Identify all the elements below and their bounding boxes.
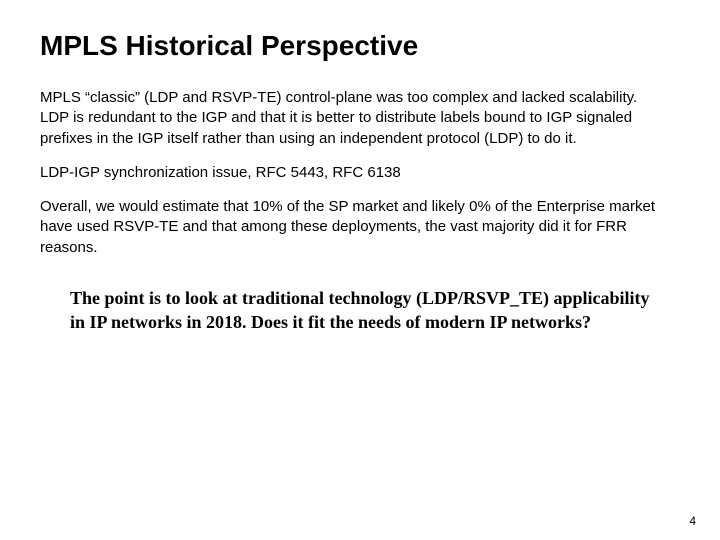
page-number: 4	[689, 514, 696, 528]
slide-container: MPLS Historical Perspective MPLS “classi…	[0, 0, 720, 540]
body-paragraph-1: MPLS “classic” (LDP and RSVP-TE) control…	[40, 88, 680, 149]
emphasis-paragraph: The point is to look at traditional tech…	[40, 286, 680, 335]
body-paragraph-2: LDP-IGP synchronization issue, RFC 5443,…	[40, 163, 680, 183]
body-paragraph-3: Overall, we would estimate that 10% of t…	[40, 197, 680, 258]
slide-title: MPLS Historical Perspective	[40, 30, 680, 62]
